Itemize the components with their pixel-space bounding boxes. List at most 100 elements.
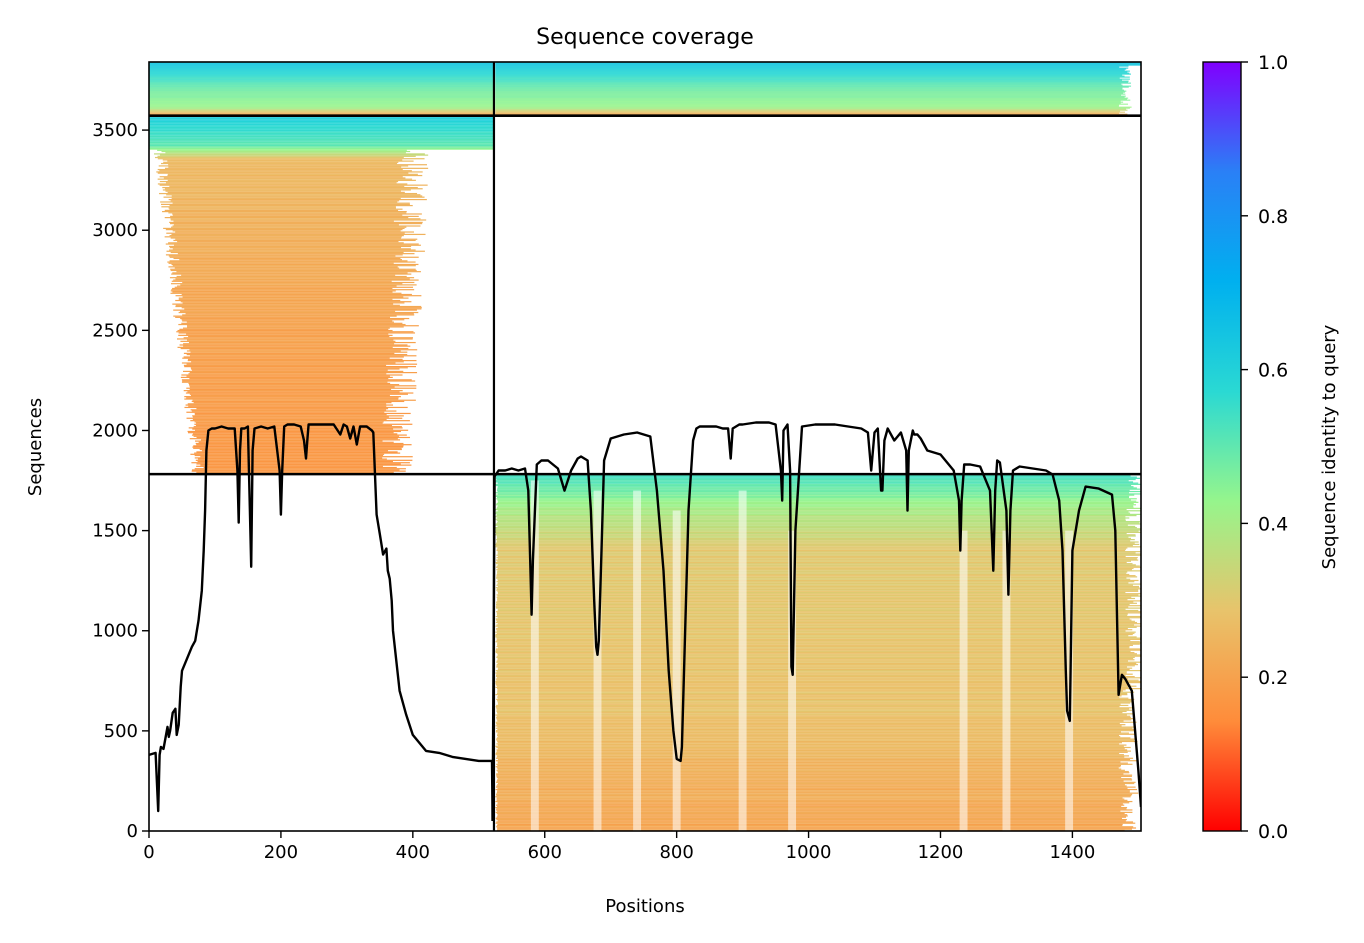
coverage-row <box>496 661 1141 663</box>
coverage-row <box>497 595 1141 597</box>
coverage-row <box>171 233 426 236</box>
coverage-row <box>168 198 427 201</box>
coverage-row <box>497 642 1141 644</box>
coverage-row <box>179 344 408 346</box>
coverage-row <box>169 247 402 249</box>
colorbar-tick-label: 0.8 <box>1258 206 1288 228</box>
coverage-row <box>189 372 418 374</box>
coverage-row <box>149 96 494 98</box>
coverage-row <box>149 68 494 70</box>
coverage-row <box>149 147 494 149</box>
coverage-row <box>181 381 388 383</box>
coverage-row <box>497 779 1133 781</box>
coverage-row <box>189 393 408 395</box>
coverage-row <box>495 636 1137 638</box>
coverage-row <box>496 671 1127 673</box>
coverage-row <box>188 341 416 344</box>
coverage-row <box>189 388 392 391</box>
gap-streak <box>959 530 968 831</box>
coverage-row <box>496 743 1120 745</box>
coverage-row <box>182 327 390 329</box>
coverage-row <box>495 75 1125 77</box>
coverage-row <box>182 296 404 298</box>
coverage-row <box>495 606 1129 608</box>
coverage-row <box>495 760 1139 762</box>
coverage-row <box>149 124 494 126</box>
coverage-row <box>495 651 1135 654</box>
coverage-row <box>496 776 1122 779</box>
x-tick-label: 400 <box>396 842 430 863</box>
coverage-row <box>496 620 1135 622</box>
coverage-row <box>495 68 1127 70</box>
coverage-row <box>173 257 401 260</box>
coverage-row <box>189 438 398 440</box>
coverage-row <box>172 287 393 290</box>
coverage-row <box>149 94 494 96</box>
coverage-row <box>496 818 1127 821</box>
coverage-row <box>497 499 1131 501</box>
coverage-row <box>194 454 384 457</box>
coverage-row <box>496 749 1128 751</box>
coverage-row <box>175 316 391 318</box>
coverage-row <box>159 170 412 172</box>
coverage-row <box>175 295 422 297</box>
coverage-row <box>149 136 494 138</box>
coverage-row <box>495 92 1124 94</box>
coverage-row <box>497 488 1140 490</box>
coverage-row <box>497 567 1134 570</box>
coverage-row <box>149 79 494 81</box>
coverage-row <box>496 513 1141 515</box>
coverage-row <box>497 585 1140 588</box>
coverage-row <box>496 612 1141 614</box>
coverage-row <box>497 700 1132 702</box>
coverage-row <box>496 716 1131 719</box>
coverage-row <box>182 314 415 316</box>
coverage-row <box>497 740 1138 743</box>
coverage-row <box>166 250 425 252</box>
coverage-row <box>170 268 416 270</box>
coverage-row <box>495 621 1138 624</box>
coverage-row <box>496 584 1133 586</box>
coverage-row <box>183 364 387 366</box>
coverage-row <box>495 543 1140 546</box>
coverage-row <box>496 785 1127 787</box>
coverage-row <box>496 804 1125 806</box>
coverage-row <box>496 663 1138 666</box>
coverage-row <box>149 99 494 101</box>
coverage-row <box>495 77 1120 79</box>
coverage-row <box>165 229 403 231</box>
coverage-row <box>149 140 494 142</box>
coverage-row <box>149 67 494 69</box>
coverage-row <box>168 255 396 257</box>
coverage-row <box>496 514 1137 517</box>
coverage-row <box>163 196 425 198</box>
coverage-row <box>497 501 1139 503</box>
coverage-row <box>192 415 404 417</box>
coverage-row <box>186 353 408 356</box>
coverage-row <box>495 752 1120 755</box>
coverage-row <box>497 517 1130 519</box>
coverage-row <box>159 154 429 156</box>
coverage-row <box>496 539 1135 541</box>
coverage-row <box>495 721 1137 723</box>
coverage-row <box>497 597 1136 600</box>
coverage-row <box>495 546 1141 548</box>
coverage-row <box>149 109 494 111</box>
coverage-row <box>497 790 1130 792</box>
coverage-row <box>495 725 1122 727</box>
colorbar-tick-label: 0.6 <box>1258 360 1288 382</box>
coverage-row <box>176 271 421 273</box>
coverage-row <box>495 800 1133 803</box>
coverage-row <box>497 496 1130 499</box>
coverage-row <box>186 375 390 377</box>
coverage-row <box>497 591 1126 594</box>
coverage-row <box>197 458 387 460</box>
coverage-row <box>495 524 1128 526</box>
coverage-row <box>183 343 395 345</box>
coverage-row <box>497 558 1137 560</box>
coverage-row <box>149 76 494 78</box>
coverage-row <box>172 214 403 216</box>
coverage-row <box>149 102 494 104</box>
coverage-row <box>181 293 412 296</box>
coverage-row <box>496 573 1130 576</box>
